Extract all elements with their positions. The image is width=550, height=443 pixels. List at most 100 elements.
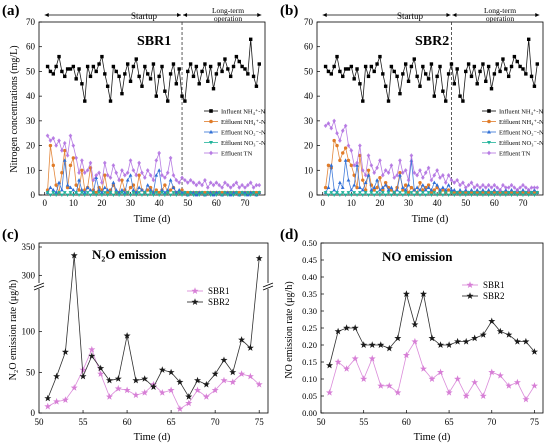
data-point [334, 358, 342, 365]
data-point [378, 158, 382, 163]
data-point [518, 64, 522, 69]
data-point [409, 64, 414, 69]
data-point [61, 396, 69, 403]
data-point [240, 64, 244, 69]
data-point [214, 180, 219, 185]
y-tick-label: 0.50 [302, 238, 317, 248]
data-point [191, 193, 196, 198]
data-point [518, 185, 522, 190]
data-point [146, 188, 150, 192]
data-point [449, 177, 454, 183]
axis-break-mark [33, 285, 45, 291]
data-point [122, 193, 127, 198]
data-point [452, 180, 457, 185]
data-point [65, 67, 70, 71]
data-point [509, 190, 514, 195]
data-point [203, 190, 207, 195]
data-point [492, 193, 497, 198]
data-point [420, 175, 425, 180]
data-point [180, 193, 184, 198]
data-point [426, 185, 431, 189]
data-point [180, 94, 184, 98]
y-tick-label: 0 [31, 408, 36, 418]
data-point [526, 37, 531, 41]
data-point [381, 188, 385, 192]
data-point [340, 128, 345, 133]
panel-d-label: (d) [280, 227, 298, 243]
data-point [120, 178, 124, 182]
arrow-head [535, 13, 540, 17]
data-point [77, 178, 81, 182]
x-tick-label: 0 [42, 198, 47, 208]
data-point [137, 185, 141, 189]
x-tick-label: 40 [155, 198, 165, 208]
data-point [395, 173, 399, 178]
data-point [523, 191, 528, 195]
data-point [203, 62, 207, 66]
data-point [446, 183, 451, 187]
data-point [211, 191, 216, 195]
x-axis-label: Time (d) [134, 214, 171, 225]
phase-label-long-term: Long-term operation [484, 6, 516, 23]
y-tick-label: 0.05 [302, 391, 317, 401]
x-tick-label: 70 [240, 198, 250, 208]
data-point [392, 69, 396, 74]
data-point [445, 388, 453, 396]
data-point [501, 191, 505, 195]
data-point [458, 190, 462, 195]
data-point [111, 180, 116, 185]
data-point [163, 175, 167, 180]
data-point [338, 158, 342, 163]
data-point [105, 173, 110, 178]
data-point [469, 188, 474, 192]
x-tick-label: 75 [530, 417, 540, 427]
data-point [68, 191, 73, 195]
data-point [51, 188, 56, 192]
data-point [140, 170, 144, 175]
data-point [375, 165, 379, 171]
data-point [117, 193, 121, 198]
data-point [458, 193, 462, 198]
data-point [369, 188, 374, 192]
data-point [340, 191, 345, 195]
data-point [383, 183, 388, 187]
data-point [352, 77, 356, 81]
data-point [77, 170, 81, 175]
data-point [157, 190, 161, 195]
data-point [168, 188, 173, 192]
data-point [60, 148, 64, 153]
data-point [97, 170, 101, 175]
data-point [183, 177, 187, 183]
arrow-head [177, 13, 182, 17]
data-point [498, 190, 502, 195]
data-point [478, 185, 482, 190]
data-point [231, 193, 236, 198]
data-point [423, 188, 428, 192]
data-point [88, 352, 96, 359]
data-point [128, 158, 133, 163]
data-point [223, 191, 227, 195]
data-point [174, 193, 179, 198]
legend-marker [209, 129, 213, 134]
y-tick-label: 70 [304, 17, 314, 27]
data-point [343, 193, 348, 198]
data-point [185, 399, 193, 407]
x-tick-label: 20 [375, 198, 385, 208]
data-point [44, 402, 52, 410]
data-point [48, 193, 53, 198]
data-point [185, 180, 190, 185]
data-point [125, 178, 130, 182]
data-point [197, 180, 202, 185]
y-tick-label: 0.20 [302, 340, 317, 350]
data-point [111, 193, 116, 198]
legend-label: Influent NH₄⁺-N [499, 109, 543, 116]
axis-break-mask [264, 283, 272, 289]
data-point [114, 384, 122, 392]
phase-label-long-term-line2: operation [486, 14, 515, 23]
data-point [248, 180, 253, 185]
data-point [79, 372, 87, 380]
y-axis-label: N₂O emission rate (μg/h) [8, 280, 19, 381]
data-point [65, 193, 70, 198]
data-point [486, 64, 491, 69]
